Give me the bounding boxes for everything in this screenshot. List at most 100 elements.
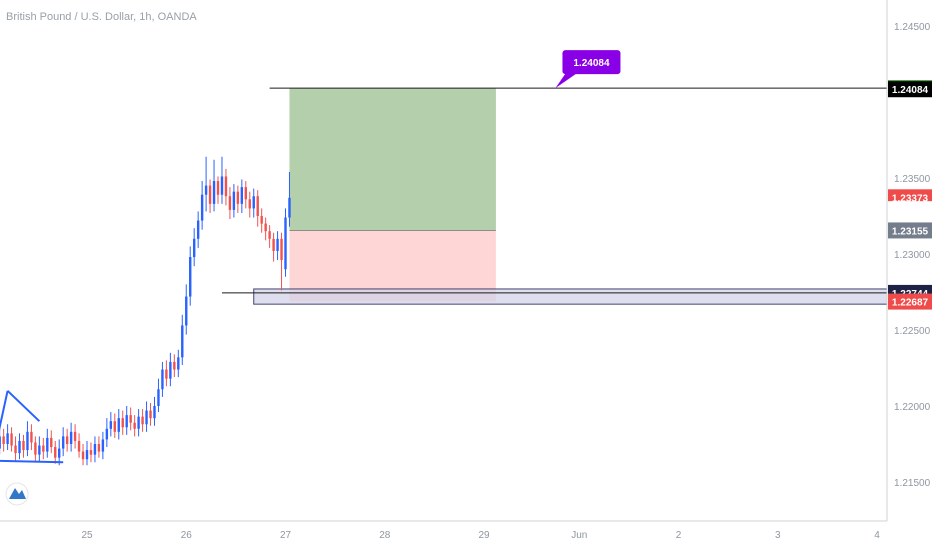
time-axis[interactable]: 25 26 27 28 29 Jun 2 3 4 [81, 530, 880, 541]
candle-body [256, 196, 259, 216]
candle-body [185, 296, 188, 326]
candle-body [133, 422, 136, 429]
candle-body [236, 191, 240, 204]
candle-body [161, 369, 164, 390]
price-tag-label: 1.24084 [892, 85, 929, 96]
time-tick-label: 27 [280, 530, 292, 541]
candle-body [42, 445, 45, 452]
candle-body [248, 199, 251, 209]
candle-body [14, 445, 17, 454]
time-tick-label: 3 [775, 530, 781, 541]
support-zone [253, 288, 888, 305]
candle-body [61, 436, 65, 449]
time-tick-label: 26 [181, 530, 193, 541]
candle-body [34, 442, 37, 455]
drawings-layer [0, 87, 887, 464]
candle-body [93, 444, 97, 455]
candle-body [208, 185, 212, 204]
candle-body [189, 257, 192, 297]
candle-body [169, 361, 172, 379]
candle-body [181, 325, 184, 358]
price-callout[interactable]: 1.24084 [555, 50, 621, 89]
callout-pointer [555, 72, 579, 89]
candle-body [228, 196, 232, 210]
candle-body [220, 176, 224, 195]
candle-body [2, 436, 5, 444]
price-tag-level [888, 81, 932, 98]
candle-body [69, 431, 73, 444]
candle-body [288, 197, 291, 218]
candle-body [113, 421, 116, 432]
candle-body [97, 444, 101, 452]
price-tick-label: 1.23000 [894, 250, 931, 261]
candle-body [77, 440, 81, 452]
price-tag-label: 1.23155 [892, 226, 929, 237]
candle-body [264, 223, 267, 232]
candle-body [272, 238, 275, 251]
candle-body [81, 451, 85, 460]
candle-body [22, 440, 25, 451]
price-tick-label: 1.21500 [894, 478, 931, 489]
candle-body [157, 389, 160, 406]
candles-layer [0, 156, 291, 466]
candle-body [89, 450, 93, 455]
callout-label: 1.24084 [573, 58, 610, 69]
time-tick-label: 25 [81, 530, 93, 541]
candle-body [38, 445, 41, 455]
candle-body [240, 187, 244, 204]
candle-body [117, 418, 120, 432]
candle-body [284, 217, 287, 270]
trendline [0, 459, 64, 464]
time-tick-label: 28 [379, 530, 391, 541]
candle-body [129, 415, 132, 423]
price-tags: 1.240911.240841.2337303:281.231551.22744… [888, 80, 932, 310]
candle-body [105, 428, 109, 440]
trendline [0, 390, 9, 431]
candle-body [30, 431, 33, 443]
zones-layer [253, 88, 888, 305]
candle-body [6, 433, 9, 444]
profit-zone [289, 88, 496, 231]
candle-body [212, 181, 216, 204]
candle-body [121, 418, 124, 428]
price-tag-label: 03:28 [897, 205, 923, 216]
candle-body [173, 361, 176, 370]
candle-body [46, 437, 49, 452]
time-tick-label: 4 [874, 530, 880, 541]
candle-body [18, 440, 21, 454]
candle-body [192, 238, 196, 258]
candle-body [10, 433, 13, 446]
callout-box[interactable] [562, 50, 621, 75]
candle-body [216, 181, 220, 195]
candle-body [145, 410, 148, 425]
candle-body [196, 220, 200, 239]
time-tick-label: Jun [571, 530, 587, 541]
candle-body [224, 176, 228, 197]
candle-body [109, 421, 113, 429]
candle-body [165, 369, 168, 379]
price-tag-label: 1.23373 [892, 193, 929, 204]
candle-body [141, 416, 144, 425]
candle-body [280, 238, 283, 261]
price-tick-label: 1.24500 [894, 22, 931, 33]
price-tick-label: 1.23500 [894, 174, 931, 185]
price-axis[interactable]: 1.21500 1.22000 1.22500 1.23000 1.23500 1.245… [894, 22, 931, 489]
candle-body [200, 194, 204, 221]
candle-body [101, 439, 105, 452]
price-tag-label: 1.22687 [892, 298, 929, 309]
candle-body [204, 185, 208, 195]
price-tag-stop [888, 293, 932, 310]
candle-body [137, 416, 140, 429]
candle-body [232, 191, 236, 210]
candle-body [276, 238, 279, 251]
price-tick-label: 1.22000 [894, 402, 931, 413]
price-tag-entry [888, 222, 932, 239]
candle-body [54, 447, 57, 458]
tradingview-logo-icon[interactable] [5, 482, 29, 506]
candle-body [268, 231, 271, 239]
candle-body [244, 187, 247, 200]
candle-body [260, 216, 263, 224]
time-tick-label: 2 [676, 530, 682, 541]
